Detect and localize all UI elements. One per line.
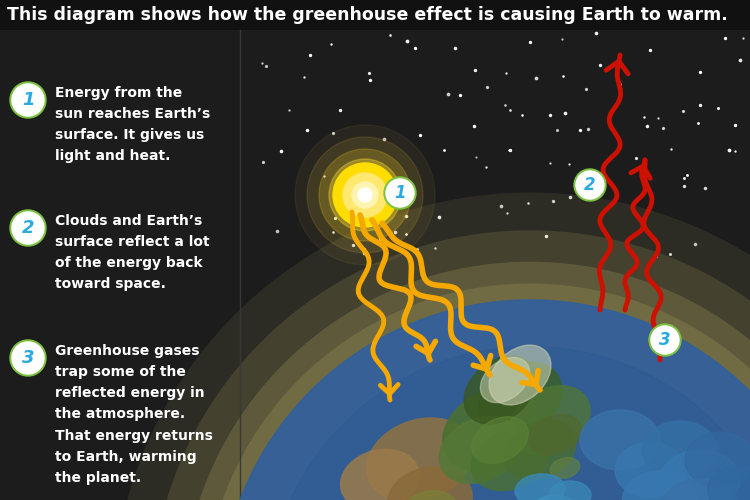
Ellipse shape: [660, 479, 740, 500]
Text: 1: 1: [394, 184, 406, 202]
Text: 2: 2: [584, 176, 596, 194]
Text: 3: 3: [22, 349, 34, 367]
Circle shape: [651, 326, 679, 354]
Circle shape: [339, 169, 391, 221]
Circle shape: [12, 84, 44, 116]
Ellipse shape: [478, 362, 562, 438]
Circle shape: [319, 149, 411, 241]
Circle shape: [10, 210, 46, 246]
Ellipse shape: [532, 495, 578, 500]
Circle shape: [384, 177, 416, 209]
Ellipse shape: [471, 430, 549, 490]
Text: 3: 3: [659, 331, 670, 349]
Ellipse shape: [643, 421, 718, 479]
Text: 1: 1: [22, 91, 34, 109]
Circle shape: [574, 169, 606, 201]
Circle shape: [307, 137, 423, 253]
Ellipse shape: [510, 386, 590, 454]
Ellipse shape: [480, 358, 530, 403]
Ellipse shape: [489, 345, 551, 405]
Ellipse shape: [464, 356, 536, 424]
Ellipse shape: [660, 450, 740, 500]
Ellipse shape: [440, 416, 520, 484]
Ellipse shape: [580, 410, 660, 470]
Circle shape: [329, 159, 401, 231]
Text: Greenhouse gases
trap some of the
reflected energy in
the atmosphere.
That energ: Greenhouse gases trap some of the reflec…: [55, 344, 213, 485]
Text: 2: 2: [22, 219, 34, 237]
Ellipse shape: [403, 490, 457, 500]
Circle shape: [649, 324, 681, 356]
Ellipse shape: [549, 481, 591, 500]
Text: Clouds and Earth’s
surface reflect a lot
of the energy back
toward space.: Clouds and Earth’s surface reflect a lot…: [55, 214, 209, 292]
Ellipse shape: [442, 389, 537, 471]
Circle shape: [220, 300, 750, 500]
Text: This diagram shows how the greenhouse effect is causing Earth to warm.: This diagram shows how the greenhouse ef…: [7, 6, 728, 24]
Circle shape: [352, 182, 378, 208]
Circle shape: [10, 340, 46, 376]
Circle shape: [576, 171, 604, 199]
Text: Energy from the
sun reaches Earth’s
surface. It gives us
light and heat.: Energy from the sun reaches Earth’s surf…: [55, 86, 210, 164]
Ellipse shape: [367, 418, 473, 500]
Ellipse shape: [615, 442, 685, 498]
Circle shape: [10, 82, 46, 118]
Ellipse shape: [504, 420, 576, 480]
Circle shape: [12, 342, 44, 374]
Ellipse shape: [472, 416, 528, 464]
Circle shape: [295, 125, 435, 265]
Circle shape: [343, 173, 387, 217]
Circle shape: [358, 188, 372, 202]
Circle shape: [220, 300, 750, 500]
Ellipse shape: [622, 471, 698, 500]
Circle shape: [333, 163, 397, 227]
Ellipse shape: [685, 432, 750, 488]
Ellipse shape: [550, 458, 580, 478]
Ellipse shape: [515, 474, 565, 500]
FancyBboxPatch shape: [0, 0, 750, 30]
Ellipse shape: [528, 415, 582, 455]
Circle shape: [12, 212, 44, 244]
Ellipse shape: [707, 465, 750, 500]
Ellipse shape: [388, 467, 472, 500]
Ellipse shape: [340, 449, 419, 500]
Circle shape: [266, 346, 750, 500]
Circle shape: [386, 179, 414, 207]
